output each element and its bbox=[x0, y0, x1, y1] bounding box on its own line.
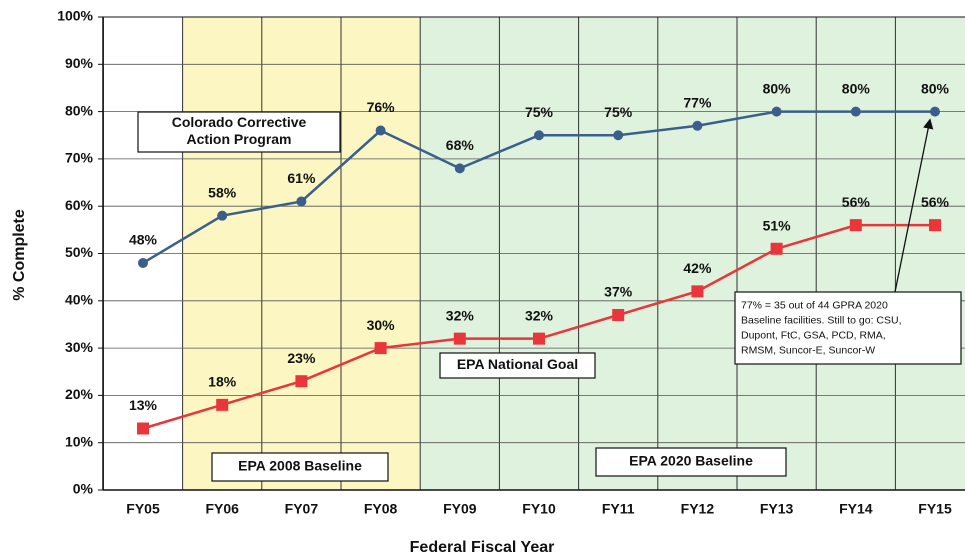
data-label: 23% bbox=[287, 350, 316, 366]
point bbox=[929, 219, 941, 232]
y-tick-label: 80% bbox=[65, 102, 94, 118]
point bbox=[692, 120, 703, 131]
data-label: 48% bbox=[129, 232, 158, 248]
y-tick-label: 60% bbox=[65, 197, 94, 213]
point bbox=[770, 242, 783, 255]
point bbox=[612, 308, 625, 321]
annotation-box bbox=[211, 452, 389, 482]
data-label: 42% bbox=[683, 260, 712, 276]
point bbox=[137, 422, 149, 435]
y-tick-label: 0% bbox=[73, 481, 94, 497]
point bbox=[454, 163, 465, 174]
y-tick-label: 20% bbox=[65, 386, 94, 402]
data-label: 30% bbox=[367, 317, 396, 333]
y-tick-label: 10% bbox=[65, 433, 94, 449]
annotation-box bbox=[137, 111, 341, 153]
data-label: 58% bbox=[208, 184, 237, 200]
point bbox=[613, 130, 624, 141]
annotation-box bbox=[734, 291, 962, 365]
x-tick-label: FY11 bbox=[602, 501, 635, 517]
data-label: 32% bbox=[446, 307, 475, 323]
data-label: 32% bbox=[525, 307, 554, 323]
annotation-text: Dupont, FtC, GSA, PCD, RMA, bbox=[741, 329, 886, 341]
point bbox=[296, 196, 307, 207]
annotation-text: EPA 2008 Baseline bbox=[238, 458, 362, 474]
annotation-arrow bbox=[894, 118, 934, 293]
y-axis-label: % Complete bbox=[11, 209, 28, 301]
point bbox=[375, 125, 386, 136]
x-tick-label: FY13 bbox=[760, 501, 794, 517]
annotation-text: 77% = 35 out of 44 GPRA 2020 bbox=[741, 299, 888, 311]
point bbox=[534, 130, 544, 141]
x-tick-label: FY09 bbox=[443, 501, 477, 517]
x-tick-label: FY07 bbox=[285, 501, 319, 517]
data-label: 61% bbox=[287, 170, 316, 186]
y-tick-label: 40% bbox=[65, 292, 94, 308]
annotation-text: Action Program bbox=[186, 131, 291, 147]
x-tick-label: FY10 bbox=[522, 501, 556, 517]
annotation-text: Colorado Corrective bbox=[172, 114, 307, 130]
y-tick-label: 90% bbox=[65, 55, 94, 71]
data-label: 37% bbox=[604, 284, 633, 300]
data-label: 75% bbox=[604, 104, 633, 120]
data-label: 80% bbox=[763, 80, 792, 96]
data-label: 18% bbox=[208, 374, 237, 390]
x-tick-label: FY12 bbox=[681, 501, 715, 517]
data-label: 56% bbox=[842, 194, 871, 210]
annotation-text: Baseline facilities. Still to go: CSU, bbox=[741, 314, 901, 326]
data-label: 80% bbox=[921, 80, 950, 96]
y-tick-label: 30% bbox=[65, 339, 94, 355]
point bbox=[930, 106, 940, 117]
point bbox=[771, 106, 782, 117]
data-label: 76% bbox=[367, 99, 396, 115]
y-tick-label: 50% bbox=[65, 244, 94, 260]
x-tick-label: FY08 bbox=[364, 501, 398, 517]
data-label: 77% bbox=[683, 94, 712, 110]
x-tick-label: FY05 bbox=[126, 501, 160, 517]
point bbox=[691, 285, 704, 298]
point bbox=[850, 106, 861, 117]
point bbox=[533, 332, 545, 345]
data-label: 13% bbox=[129, 397, 158, 413]
annotation-text: EPA 2020 Baseline bbox=[629, 453, 753, 469]
data-label: 51% bbox=[763, 217, 792, 233]
data-label: 75% bbox=[525, 104, 554, 120]
point bbox=[138, 257, 148, 268]
point bbox=[216, 398, 229, 411]
x-tick-label: FY06 bbox=[205, 501, 239, 517]
y-tick-label: 70% bbox=[65, 150, 94, 166]
point bbox=[453, 332, 466, 345]
annotation-text: RMSM, Suncor-E, Suncor-W bbox=[741, 344, 875, 356]
annotation-text: EPA National Goal bbox=[457, 356, 578, 372]
annotation-box bbox=[439, 352, 596, 379]
x-axis-label: Federal Fiscal Year bbox=[410, 539, 555, 556]
data-label: 68% bbox=[446, 137, 475, 153]
data-label: 56% bbox=[921, 194, 950, 210]
point bbox=[849, 219, 862, 232]
point bbox=[295, 375, 308, 388]
x-tick-label: FY14 bbox=[839, 501, 873, 517]
y-tick-label: 100% bbox=[57, 8, 93, 24]
x-tick-label: FY15 bbox=[918, 501, 952, 517]
data-label: 80% bbox=[842, 80, 871, 96]
point bbox=[217, 210, 228, 221]
annotation-box bbox=[595, 447, 787, 477]
point bbox=[374, 342, 387, 355]
